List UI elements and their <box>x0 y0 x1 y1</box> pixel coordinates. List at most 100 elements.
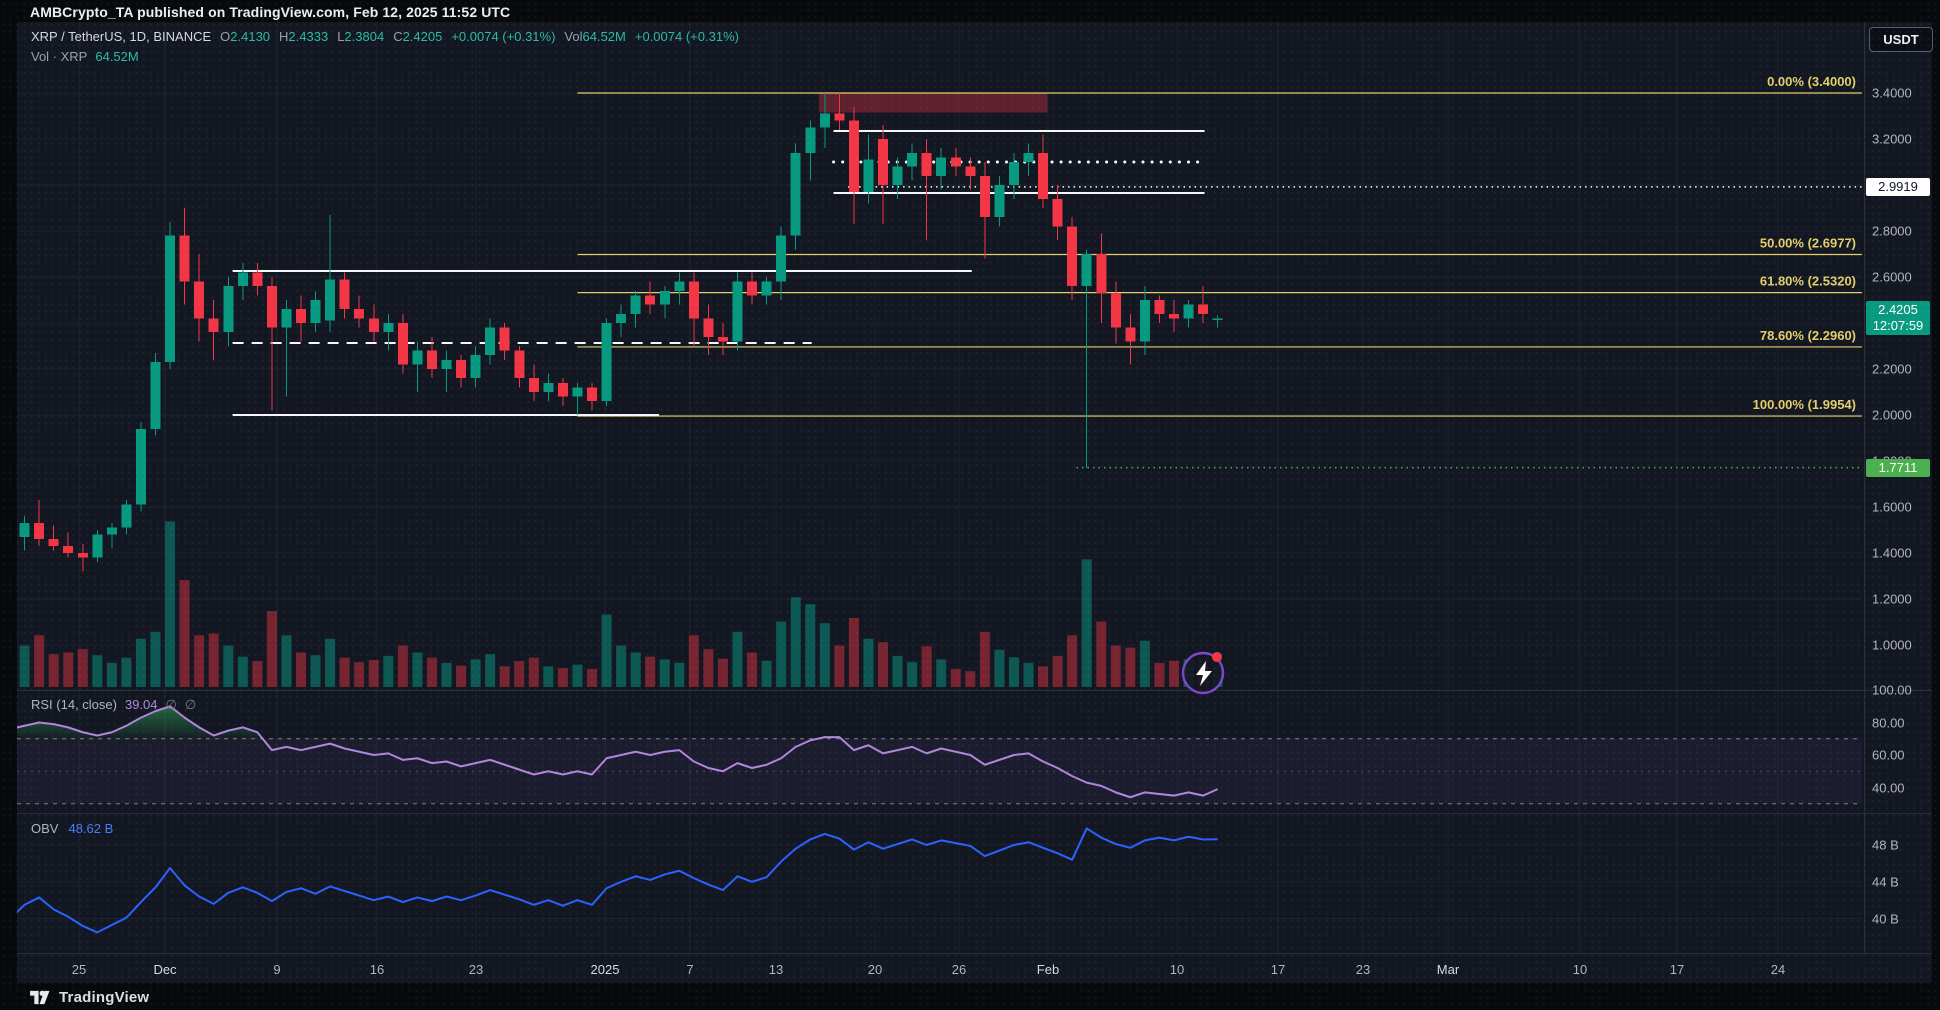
volume-bar <box>1125 647 1136 687</box>
candle-body <box>5 537 15 560</box>
volume-bar <box>92 655 103 687</box>
time-axis-label: 24 <box>1770 962 1786 977</box>
price-level-tag: 1.7711 <box>1866 458 1930 477</box>
candle-body <box>892 166 903 185</box>
volume-bar <box>1038 666 1049 687</box>
candle-body <box>266 286 277 328</box>
candle-body <box>281 309 292 328</box>
candle-body <box>878 139 888 185</box>
obv-line <box>17 827 1218 934</box>
volume-bar <box>848 618 859 687</box>
price-scale-label: 1.0000 <box>1872 637 1912 653</box>
time-axis-label: 9 <box>273 962 281 977</box>
volume-bar <box>1154 662 1165 687</box>
flash-alert-icon[interactable] <box>1181 651 1225 695</box>
candle-body <box>1067 226 1078 287</box>
volume-bar <box>1052 655 1063 687</box>
volume-bar <box>223 645 234 687</box>
candle-body <box>208 318 219 333</box>
candle-body <box>412 350 423 365</box>
time-axis-label: Feb <box>1036 962 1060 977</box>
candle-body <box>1198 304 1209 314</box>
fib-level-label: 78.60% (2.2960) <box>1760 328 1856 343</box>
candle-body <box>936 157 947 176</box>
volume-bar <box>34 635 45 687</box>
volume-bar <box>979 631 990 687</box>
volume-bar <box>587 669 597 687</box>
candle-body <box>776 235 787 282</box>
candle-body <box>1125 327 1136 342</box>
volume-bar <box>936 659 947 687</box>
volume-bar <box>717 658 728 687</box>
volume-bar <box>761 660 772 687</box>
candle-body <box>848 120 859 192</box>
volume-bar <box>106 662 117 687</box>
rsi-legend[interactable]: RSI (14, close) 39.04 ∅ ∅ <box>31 697 196 713</box>
candle-body <box>1096 254 1107 294</box>
rsi-scale-label: 40.00 <box>1872 780 1905 795</box>
candle-body <box>1139 300 1150 342</box>
supply-zone-box[interactable] <box>818 93 1048 113</box>
footer-bar: TradingView <box>0 985 1940 1010</box>
volume-bar <box>339 657 350 687</box>
volume-bar <box>834 645 845 687</box>
time-axis-label: 17 <box>1270 962 1286 977</box>
candle-body <box>834 113 845 121</box>
time-axis-label: Dec <box>153 962 177 977</box>
volume-bar <box>383 655 394 687</box>
rsi-hidden-value-icon: ∅ <box>184 697 197 712</box>
volume-bar <box>921 646 932 687</box>
candle-body <box>732 281 743 342</box>
volume-bar <box>878 642 888 687</box>
time-axis-label: Mar <box>1436 962 1460 977</box>
currency-toggle-button[interactable]: USDT <box>1869 27 1933 52</box>
volume-bar <box>543 666 554 687</box>
candle-body <box>514 350 525 379</box>
fib-retracement[interactable]: 0.00% (3.4000) 50.00% (2.6977) 61.80% (2.5… <box>577 74 1862 417</box>
volume-bar <box>1139 640 1150 687</box>
rsi-label: RSI (14, close) <box>31 697 117 712</box>
candle-body <box>106 527 117 535</box>
tradingview-logo[interactable]: TradingView <box>30 989 149 1006</box>
volume-bar <box>150 631 161 687</box>
fib-level-label: 100.00% (1.9954) <box>1753 397 1856 412</box>
time-axis-label: 23 <box>1355 962 1371 977</box>
volume-bar <box>863 638 874 687</box>
candle-body <box>616 313 627 323</box>
candle-body <box>645 295 656 305</box>
price-scale-label: 2.0000 <box>1872 407 1912 423</box>
volume-bar <box>237 656 248 687</box>
candle-body <box>1183 304 1194 319</box>
fib-level-label: 0.00% (3.4000) <box>1767 74 1856 89</box>
candle-body <box>397 323 408 365</box>
candle-body <box>659 290 670 305</box>
volume-bar <box>325 638 336 687</box>
price-scale-label: 2.8000 <box>1872 223 1912 239</box>
rsi-line <box>17 705 1219 799</box>
candle-body <box>1212 318 1223 321</box>
obv-value: 48.62 B <box>68 821 114 836</box>
volume-bar <box>1008 657 1019 687</box>
candle-body <box>310 300 321 323</box>
candle-body <box>499 327 510 351</box>
candle-body <box>1038 152 1049 199</box>
candle-body <box>528 378 539 392</box>
candle-body <box>1081 254 1092 287</box>
obv-label: OBV <box>31 821 59 836</box>
price-scale-label: 1.2000 <box>1872 591 1912 607</box>
fib-level-label: 61.80% (2.5320) <box>1760 274 1856 289</box>
volume-indicator-legend[interactable]: Vol · XRP 64.52M <box>31 49 139 64</box>
volume-bars <box>19 521 1223 687</box>
symbol-legend[interactable]: XRP / TetherUS, 1D, BINANCE O2.4130 H2.4… <box>31 29 739 44</box>
obv-legend[interactable]: OBV 48.62 B <box>31 821 113 836</box>
candle-body <box>674 281 685 291</box>
candle-body <box>950 157 961 167</box>
time-axis-label: 16 <box>369 962 385 977</box>
candle-body <box>747 281 758 296</box>
volume-bar <box>426 657 437 687</box>
volume-bar <box>659 659 670 687</box>
volume-bar <box>1081 559 1092 687</box>
rsi-overbought-fill <box>17 706 263 739</box>
